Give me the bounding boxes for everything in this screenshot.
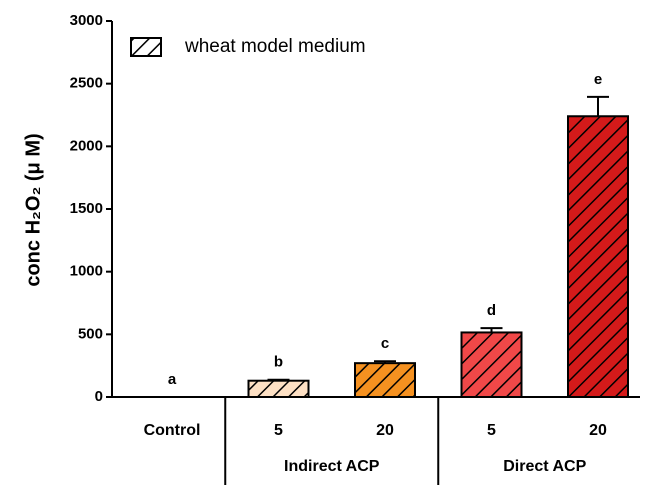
legend-swatch bbox=[130, 37, 162, 57]
significance-letter: c bbox=[381, 335, 389, 352]
x-tick-label: 5 bbox=[274, 422, 283, 439]
bar bbox=[354, 362, 416, 399]
y-tick-label: 3000 bbox=[70, 12, 103, 29]
y-axis-title: conc H₂O₂ (μ M) bbox=[22, 133, 44, 286]
x-tick-label: 5 bbox=[487, 422, 496, 439]
x-tick-label: 20 bbox=[376, 422, 394, 439]
x-tick-label: Control bbox=[144, 422, 201, 439]
significance-letter: a bbox=[168, 371, 177, 388]
significance-letter: b bbox=[274, 354, 283, 371]
y-tick-label: 500 bbox=[78, 325, 103, 342]
group-label: Indirect ACP bbox=[284, 458, 380, 475]
y-tick-label: 0 bbox=[95, 388, 103, 405]
significance-letter: d bbox=[487, 302, 496, 319]
significance-letter: e bbox=[594, 71, 602, 88]
x-tick-label: 20 bbox=[589, 422, 607, 439]
y-tick-label: 2000 bbox=[70, 137, 103, 154]
y-tick-label: 2500 bbox=[70, 75, 103, 92]
bar bbox=[567, 115, 629, 399]
bar bbox=[460, 331, 523, 399]
y-tick-label: 1500 bbox=[70, 200, 103, 217]
group-label: Direct ACP bbox=[503, 458, 586, 475]
legend-label: wheat model medium bbox=[184, 36, 366, 57]
bar bbox=[247, 379, 310, 398]
y-tick-label: 1000 bbox=[70, 263, 103, 280]
